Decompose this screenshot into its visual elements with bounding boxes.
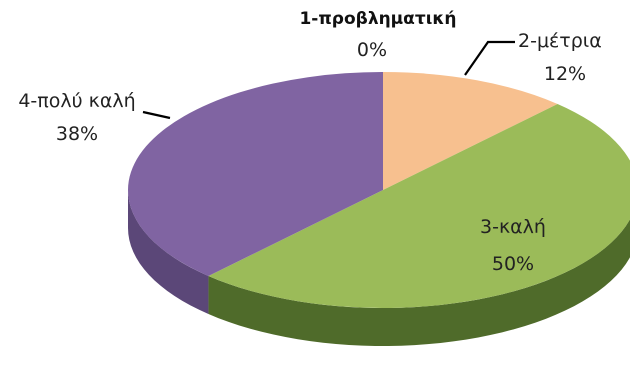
leader-line-2 — [464, 40, 515, 76]
data-label-category-4: 4-πολύ καλή — [18, 90, 135, 112]
pie-slice-4 — [127, 72, 383, 277]
data-labels: 1-προβληματική 0% 2-μέτρια 12% 3-καλή 50… — [18, 9, 601, 275]
data-label-value-1: 0% — [357, 39, 387, 61]
data-label-value-3: 50% — [492, 253, 534, 275]
pie-sides — [128, 190, 630, 346]
pie-slices — [127, 72, 630, 308]
pie-side-4 — [128, 190, 209, 315]
pie-slice-3 — [208, 103, 630, 308]
data-label-category-1: 1-προβληματική — [299, 9, 456, 29]
data-label-value-2: 12% — [544, 63, 586, 85]
data-label-value-4: 38% — [56, 123, 98, 145]
data-label-category-2: 2-μέτρια — [518, 30, 602, 52]
leader-line-4 — [142, 110, 171, 120]
data-label-category-3: 3-καλή — [480, 216, 546, 238]
pie-slice-2 — [383, 72, 558, 190]
pie-side-3 — [208, 219, 630, 346]
leader-lines — [142, 40, 515, 120]
